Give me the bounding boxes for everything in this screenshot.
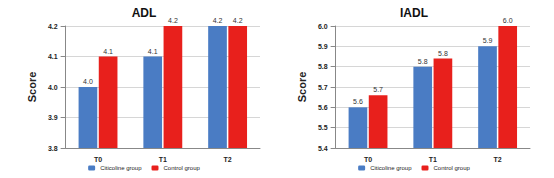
- svg-text:T1: T1: [159, 156, 167, 163]
- svg-text:T0: T0: [364, 156, 372, 163]
- svg-text:4.1: 4.1: [48, 53, 58, 60]
- svg-text:3.8: 3.8: [48, 145, 58, 152]
- svg-text:4.1: 4.1: [148, 48, 158, 55]
- svg-text:5.9: 5.9: [318, 43, 328, 50]
- svg-text:4.2: 4.2: [48, 23, 58, 30]
- svg-text:4.0: 4.0: [48, 84, 58, 91]
- svg-text:5.7: 5.7: [318, 84, 328, 91]
- svg-text:4.2: 4.2: [213, 17, 223, 24]
- svg-text:4.0: 4.0: [83, 78, 93, 85]
- svg-text:5.9: 5.9: [483, 37, 493, 44]
- svg-text:T1: T1: [429, 156, 437, 163]
- svg-text:5.8: 5.8: [318, 63, 328, 70]
- svg-text:T2: T2: [494, 156, 502, 163]
- svg-text:4.2: 4.2: [233, 17, 243, 24]
- svg-text:ADL: ADL: [132, 6, 157, 20]
- svg-text:Control group: Control group: [164, 165, 201, 171]
- svg-text:6.0: 6.0: [503, 17, 513, 24]
- svg-text:4.1: 4.1: [103, 48, 113, 55]
- svg-text:Score: Score: [26, 72, 38, 103]
- svg-text:4.2: 4.2: [168, 17, 178, 24]
- svg-text:Citicoline group: Citicoline group: [370, 165, 412, 171]
- svg-text:5.8: 5.8: [438, 50, 448, 57]
- svg-text:5.7: 5.7: [373, 86, 383, 93]
- svg-text:5.8: 5.8: [418, 58, 428, 65]
- svg-text:Control group: Control group: [434, 165, 471, 171]
- svg-text:Score: Score: [296, 72, 308, 103]
- svg-text:3.9: 3.9: [48, 114, 58, 121]
- svg-text:5.6: 5.6: [318, 104, 328, 111]
- svg-text:T0: T0: [94, 156, 102, 163]
- svg-text:IADL: IADL: [400, 6, 428, 20]
- svg-text:5.4: 5.4: [318, 145, 328, 152]
- svg-text:6.0: 6.0: [318, 23, 328, 30]
- svg-text:5.6: 5.6: [353, 98, 363, 105]
- svg-text:Citicoline group: Citicoline group: [100, 165, 142, 171]
- svg-text:T2: T2: [224, 156, 232, 163]
- svg-text:5.5: 5.5: [318, 124, 328, 131]
